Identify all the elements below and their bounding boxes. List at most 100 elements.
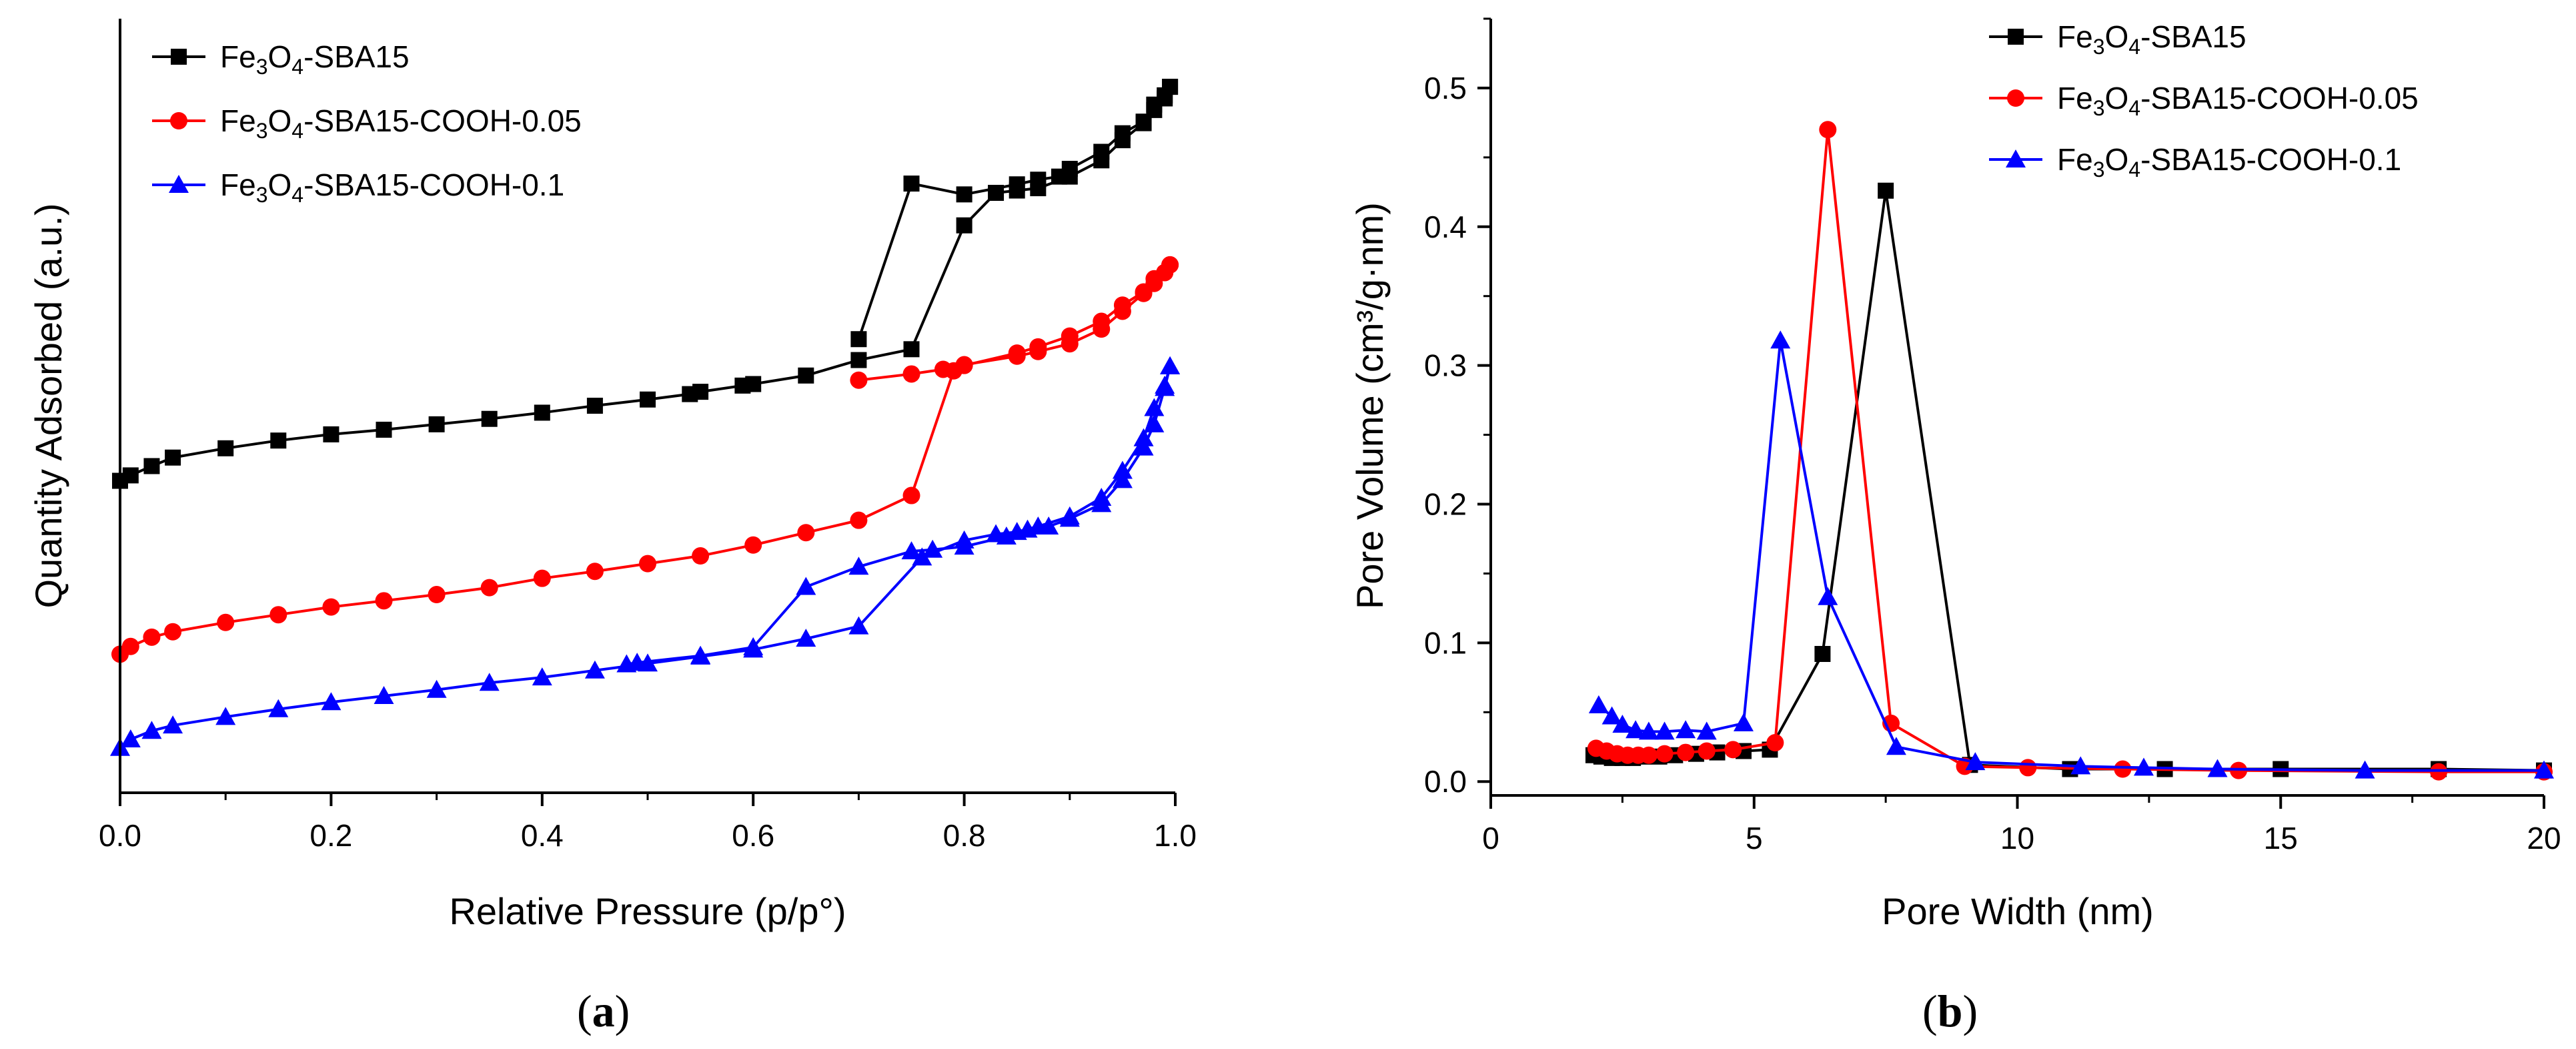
adsorption-point (321, 692, 342, 711)
data-point (1886, 737, 1906, 755)
data-point (2207, 759, 2228, 777)
desorption-point (1061, 327, 1079, 345)
panel-b: 0 5 10 15 20 0.0 0.1 0.2 0.3 0.4 0.5 Pore Width (… (1349, 17, 2561, 1036)
legend-item: Fe3O4-SBA15-COOH-0.1 (152, 167, 564, 207)
desorption-point (902, 365, 920, 383)
adsorption-point (798, 367, 814, 384)
adsorption-point (322, 598, 340, 616)
desorption-point (1160, 356, 1181, 374)
desorption-point (1133, 437, 1154, 456)
x-tick-label: 0 (1482, 821, 1499, 855)
adsorption-point (269, 606, 287, 624)
desorption-point (796, 577, 816, 595)
desorption-point (690, 645, 711, 664)
desorption-point (903, 176, 920, 192)
data-point (1878, 182, 1894, 199)
adsorption-point (1112, 460, 1133, 479)
adsorption-point (848, 616, 869, 635)
desorption-point (1030, 171, 1047, 188)
adsorption-point (1133, 428, 1154, 446)
adsorption-point (796, 629, 816, 647)
adsorption-point (480, 579, 498, 597)
adsorption-point (143, 628, 161, 646)
data-point (2133, 757, 2154, 776)
adsorption-point (121, 637, 139, 655)
x-tick-label: 0.6 (732, 818, 774, 853)
panel-b-x-axis-title: Pore Width (nm) (1882, 890, 2154, 932)
data-point (1626, 720, 1646, 739)
x-tick-label: 1.0 (1154, 818, 1197, 853)
adsorption-point (217, 613, 235, 631)
x-tick-label: 20 (2527, 821, 2561, 855)
adsorption-point (376, 421, 392, 438)
data-point (1656, 745, 1674, 763)
legend-item: Fe3O4-SBA15 (1989, 19, 2246, 59)
y-tick-label: 0.5 (1424, 71, 1467, 105)
adsorption-point (428, 416, 445, 432)
y-tick-label: 0.3 (1424, 348, 1467, 383)
adsorption-point (268, 699, 289, 717)
adsorption-point (479, 673, 500, 691)
adsorption-point (163, 715, 183, 734)
panel-b-label: (b) (1922, 986, 1978, 1036)
x-tick-label: 0.4 (521, 818, 564, 853)
data-point (1677, 743, 1695, 761)
adsorption-point (217, 440, 234, 456)
x-tick-label: 10 (2000, 821, 2034, 855)
desorption-point (743, 637, 764, 655)
adsorption-point (323, 426, 340, 442)
panel-a-legend: Fe3O4-SBA15 Fe3O4-SBA15-COOH-0.05 Fe3O4-SB… (152, 39, 582, 207)
y-tick-label: 0.2 (1424, 487, 1467, 522)
legend-marker (170, 112, 187, 129)
legend-label: Fe3O4-SBA15-COOH-0.1 (220, 167, 564, 207)
legend-marker (2008, 29, 2024, 45)
desorption-point (850, 371, 868, 389)
panel-a-x-ticks: 0.0 0.2 0.4 0.6 0.8 1.0 (99, 793, 1197, 853)
data-point (2430, 763, 2448, 781)
data-point (1698, 742, 1716, 760)
adsorption-point (1144, 398, 1165, 416)
desorption-point (616, 654, 637, 673)
data-point (1676, 720, 1696, 739)
adsorption-point (141, 721, 162, 739)
desorption-point (1146, 96, 1163, 113)
legend-marker (169, 175, 189, 193)
data-point (1640, 746, 1658, 764)
data-point (1601, 706, 1622, 725)
adsorption-point (903, 341, 920, 358)
adsorption-point (164, 623, 182, 641)
adsorption-point (584, 660, 605, 679)
adsorption-point (912, 547, 932, 566)
adsorption-point (120, 729, 141, 747)
data-point (1766, 734, 1784, 752)
adsorption-point (850, 352, 867, 368)
y-tick-label: 0.0 (1424, 764, 1467, 799)
desorption-point (1145, 270, 1163, 288)
adsorption-point (850, 511, 868, 529)
adsorption-point (375, 592, 393, 610)
data-point (2070, 756, 2091, 775)
legend-item: Fe3O4-SBA15-COOH-0.1 (1989, 142, 2401, 182)
desorption-point (1112, 470, 1133, 488)
adsorption-point (797, 524, 815, 542)
desorption-point (934, 360, 952, 378)
desorption-point (1091, 494, 1112, 512)
data-point (2534, 760, 2554, 779)
adsorption-point (165, 449, 181, 466)
adsorption-point (586, 398, 603, 414)
legend-marker (2007, 89, 2024, 107)
desorption-point (1113, 296, 1131, 314)
desorption-point (1135, 113, 1152, 130)
desorption-point (1093, 312, 1111, 330)
data-point (1965, 752, 1986, 771)
desorption-point (901, 541, 922, 560)
series-3 (1588, 330, 2554, 779)
data-point (2019, 759, 2037, 777)
data-point (1818, 587, 1838, 605)
desorption-point (1008, 344, 1026, 362)
adsorption-point (586, 563, 604, 581)
legend-marker (171, 49, 187, 65)
legend-marker (2006, 149, 2026, 167)
panel-b-axes: 0 5 10 15 20 0.0 0.1 0.2 0.3 0.4 0.5 (1424, 17, 2561, 855)
